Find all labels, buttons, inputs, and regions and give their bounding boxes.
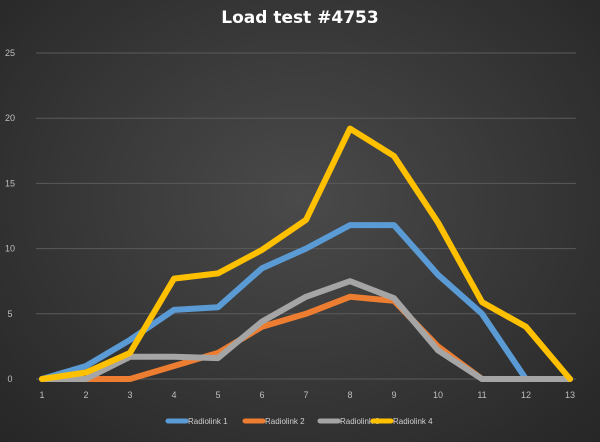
x-tick-label: 3 bbox=[127, 390, 132, 400]
x-tick-label: 7 bbox=[303, 390, 308, 400]
x-tick-label: 2 bbox=[83, 390, 88, 400]
x-tick-label: 13 bbox=[565, 390, 575, 400]
y-tick-label: 25 bbox=[5, 48, 15, 58]
series-lines bbox=[39, 125, 573, 382]
x-tick-label: 11 bbox=[477, 390, 486, 400]
x-tick-label: 9 bbox=[391, 390, 396, 400]
x-tick-label: 6 bbox=[259, 390, 264, 400]
x-tick-label: 5 bbox=[215, 390, 220, 400]
y-tick-label: 10 bbox=[5, 244, 15, 254]
y-tick-label: 5 bbox=[7, 309, 12, 319]
y-axis-ticks: 0 5 10 15 20 25 bbox=[5, 48, 15, 384]
x-tick-label: 8 bbox=[347, 390, 352, 400]
legend-label: Radiolink 3 bbox=[340, 417, 380, 426]
legend: Radiolink 1 Radiolink 2 Radiolink 3 Radioli… bbox=[165, 417, 433, 426]
chart-title: Load test #4753 bbox=[221, 8, 379, 28]
x-tick-label: 4 bbox=[171, 390, 176, 400]
series-line-1 bbox=[39, 222, 529, 382]
legend-label: Radiolink 4 bbox=[393, 417, 433, 426]
x-tick-label: 12 bbox=[521, 390, 531, 400]
y-tick-label: 15 bbox=[5, 178, 15, 188]
y-tick-label: 20 bbox=[5, 113, 15, 123]
series-line-4 bbox=[39, 125, 573, 382]
x-tick-label: 10 bbox=[433, 390, 443, 400]
y-tick-label: 0 bbox=[7, 374, 12, 384]
x-axis-ticks: 1 2 3 4 5 6 7 8 9 10 11 12 13 bbox=[39, 390, 575, 400]
legend-label: Radiolink 2 bbox=[265, 417, 305, 426]
legend-label: Radiolink 1 bbox=[188, 417, 228, 426]
x-tick-label: 1 bbox=[39, 390, 44, 400]
series-line-3 bbox=[39, 278, 573, 382]
